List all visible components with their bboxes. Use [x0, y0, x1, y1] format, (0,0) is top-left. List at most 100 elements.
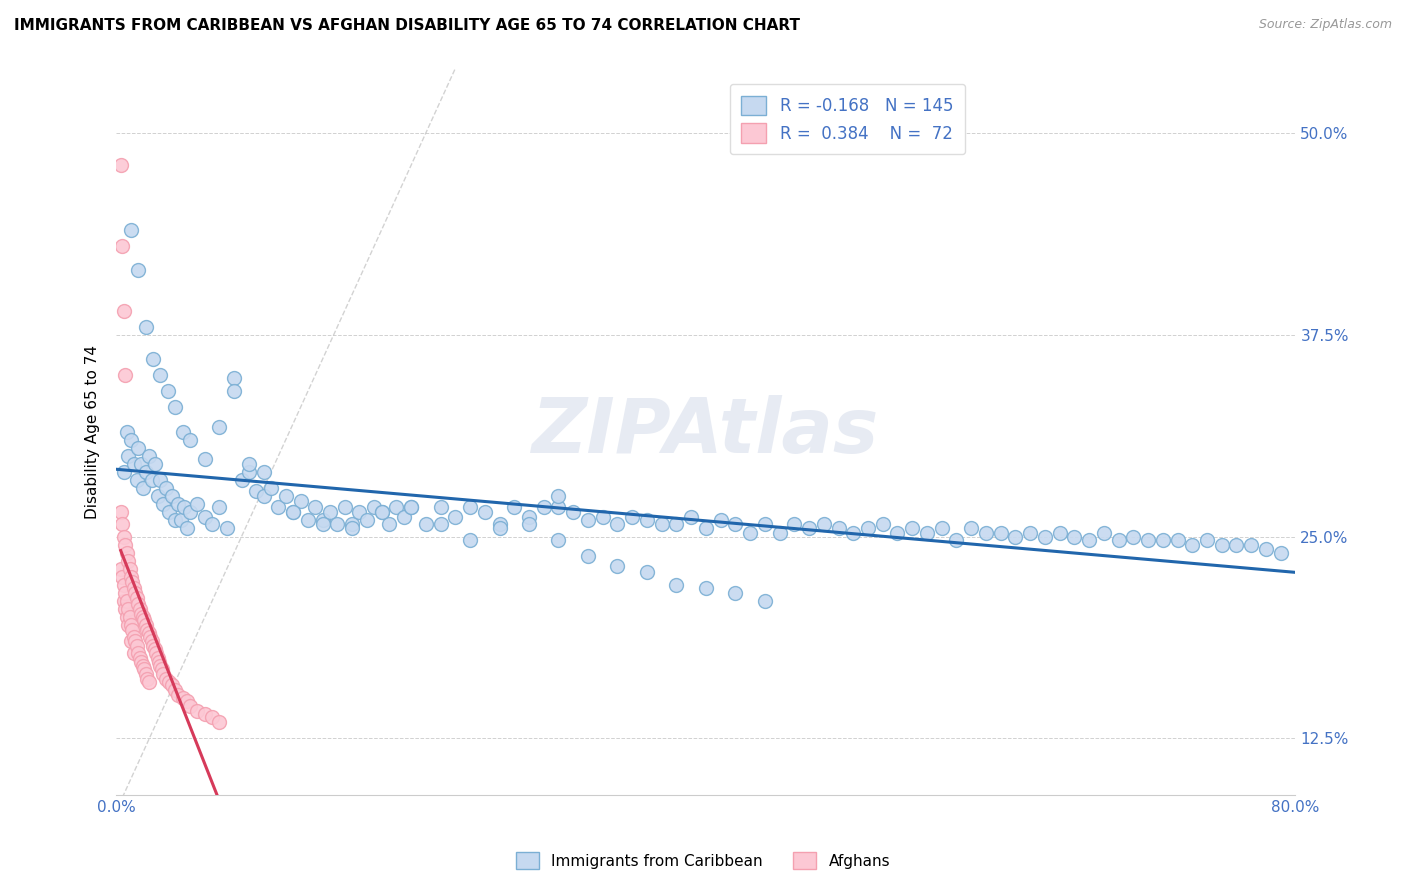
- Point: [1049, 526, 1071, 541]
- Point: [1092, 526, 1115, 541]
- Point: [124, 634, 146, 648]
- Point: [172, 425, 194, 439]
- Point: [636, 513, 658, 527]
- Point: [1181, 538, 1204, 552]
- Point: [208, 715, 231, 730]
- Text: IMMIGRANTS FROM CARIBBEAN VS AFGHAN DISABILITY AGE 65 TO 74 CORRELATION CHART: IMMIGRANTS FROM CARIBBEAN VS AFGHAN DISA…: [14, 18, 800, 33]
- Point: [112, 529, 135, 543]
- Point: [115, 546, 138, 560]
- Point: [636, 565, 658, 579]
- Point: [127, 263, 149, 277]
- Point: [170, 513, 193, 527]
- Point: [621, 510, 644, 524]
- Point: [915, 526, 938, 541]
- Point: [738, 526, 761, 541]
- Point: [503, 500, 526, 515]
- Point: [945, 533, 967, 547]
- Point: [768, 526, 790, 541]
- Point: [121, 574, 143, 589]
- Point: [114, 538, 136, 552]
- Point: [120, 223, 142, 237]
- Point: [149, 473, 172, 487]
- Point: [547, 500, 569, 515]
- Point: [118, 562, 141, 576]
- Point: [370, 505, 392, 519]
- Point: [117, 602, 139, 616]
- Point: [651, 516, 673, 531]
- Point: [267, 500, 290, 515]
- Point: [901, 521, 924, 535]
- Point: [319, 505, 342, 519]
- Point: [125, 639, 148, 653]
- Point: [231, 473, 253, 487]
- Point: [208, 419, 231, 434]
- Point: [297, 513, 319, 527]
- Point: [783, 516, 806, 531]
- Point: [1122, 529, 1144, 543]
- Point: [974, 526, 997, 541]
- Point: [724, 516, 747, 531]
- Point: [172, 690, 194, 705]
- Point: [458, 533, 481, 547]
- Point: [167, 688, 190, 702]
- Point: [127, 441, 149, 455]
- Point: [179, 433, 201, 447]
- Point: [606, 516, 628, 531]
- Point: [238, 465, 260, 479]
- Point: [132, 610, 155, 624]
- Point: [238, 457, 260, 471]
- Point: [176, 521, 198, 535]
- Point: [134, 614, 156, 628]
- Point: [120, 570, 142, 584]
- Point: [429, 516, 451, 531]
- Point: [118, 610, 141, 624]
- Point: [194, 452, 217, 467]
- Point: [311, 516, 333, 531]
- Point: [333, 500, 356, 515]
- Point: [399, 500, 422, 515]
- Point: [1019, 526, 1042, 541]
- Point: [146, 489, 169, 503]
- Point: [135, 618, 157, 632]
- Point: [110, 562, 132, 576]
- Point: [1108, 533, 1130, 547]
- Point: [127, 646, 149, 660]
- Point: [139, 630, 162, 644]
- Point: [112, 303, 135, 318]
- Point: [1225, 538, 1247, 552]
- Point: [156, 384, 179, 399]
- Point: [179, 698, 201, 713]
- Point: [157, 674, 180, 689]
- Point: [128, 650, 150, 665]
- Point: [145, 646, 167, 660]
- Point: [155, 672, 177, 686]
- Point: [176, 694, 198, 708]
- Point: [842, 526, 865, 541]
- Point: [117, 554, 139, 568]
- Point: [253, 465, 276, 479]
- Point: [872, 516, 894, 531]
- Point: [134, 662, 156, 676]
- Point: [138, 626, 160, 640]
- Point: [547, 489, 569, 503]
- Point: [165, 401, 187, 415]
- Point: [340, 521, 363, 535]
- Point: [562, 505, 585, 519]
- Point: [886, 526, 908, 541]
- Point: [290, 494, 312, 508]
- Point: [224, 371, 246, 385]
- Point: [120, 433, 142, 447]
- Point: [110, 158, 132, 172]
- Point: [110, 505, 132, 519]
- Point: [960, 521, 983, 535]
- Point: [167, 497, 190, 511]
- Point: [370, 505, 392, 519]
- Point: [260, 481, 283, 495]
- Point: [349, 505, 371, 519]
- Point: [429, 500, 451, 515]
- Point: [122, 581, 145, 595]
- Point: [754, 594, 776, 608]
- Point: [488, 516, 510, 531]
- Point: [363, 500, 385, 515]
- Point: [606, 558, 628, 573]
